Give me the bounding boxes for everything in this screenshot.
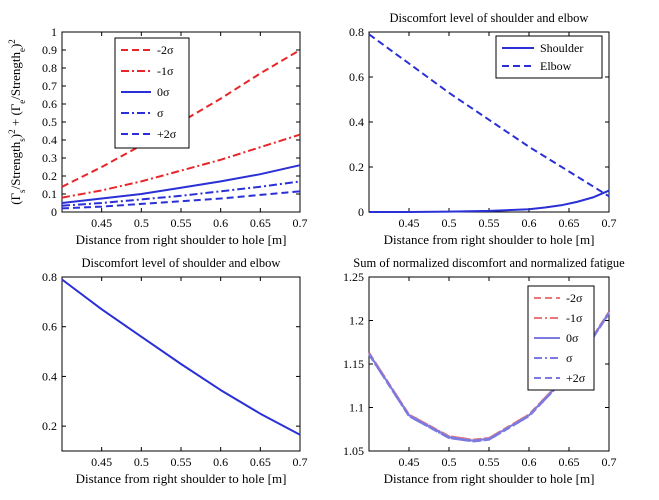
y-tick-label: 1.15: [343, 357, 364, 371]
series-line-+2: [61, 190, 301, 210]
y-tick-label: 0.5: [42, 115, 57, 129]
y-tick-label: 0.4: [42, 369, 57, 383]
ylabel-part: 2: [7, 129, 17, 134]
x-axis-label: Distance from right shoulder to hole [m]: [76, 471, 287, 486]
x-axis-label: Distance from right shoulder to hole [m]: [76, 232, 287, 247]
x-tick-label: 0.5: [442, 216, 457, 230]
series-line-Shoulder: [369, 189, 610, 213]
x-tick-label: 0.65: [559, 455, 580, 469]
x-axis-label: Distance from right shoulder to hole [m]: [384, 232, 595, 247]
x-tick-label: 0.65: [250, 216, 271, 230]
x-tick-label: 0.65: [559, 216, 580, 230]
chart-panel-4: 0.45 0.5 0.55 0.6 0.65 0.7 1.05 1.1 1.15 1.2 1.25S…: [343, 256, 625, 486]
y-tick-label: 1.1: [349, 401, 364, 415]
x-tick-label: 0.55: [171, 455, 192, 469]
x-tick-label: 0.55: [479, 455, 500, 469]
x-tick-label: 0.55: [171, 216, 192, 230]
y-tick-label: 0: [51, 205, 57, 219]
ylabel-part: ): [8, 134, 23, 138]
y-axis-label-panel-1: (Γs/Strengths)2 + (Γe/Strengthe)2: [7, 39, 27, 205]
series-line-s3: [61, 180, 301, 207]
series-line-0: [61, 164, 301, 204]
chart-title: Discomfort level of shoulder and elbow: [82, 256, 281, 270]
ylabel-part: + (Γ: [8, 103, 23, 129]
legend-box: [495, 35, 603, 79]
ylabel-part: 2: [7, 39, 17, 44]
x-tick-label: 0.5: [442, 455, 457, 469]
legend-entry: σ: [566, 351, 573, 365]
legend-entry: 0σ: [157, 85, 170, 99]
x-tick-label: 0.5: [134, 455, 149, 469]
x-tick-label: 0.65: [250, 455, 271, 469]
legend: Shoulder Elbow: [495, 35, 603, 79]
ylabel-part: /Strength: [8, 141, 23, 189]
series-line--1: [61, 133, 301, 199]
y-tick-label: 0.4: [349, 115, 364, 129]
legend: -2σ -1σ 0σ σ +2σ: [527, 285, 595, 391]
legend-entry: +2σ: [157, 127, 177, 141]
x-axis-label: Distance from right shoulder to hole [m]: [384, 471, 595, 486]
legend-box: [527, 285, 595, 391]
y-tick-label: 0.6: [349, 70, 364, 84]
y-tick-label: 0.6: [42, 320, 57, 334]
y-tick-label: 0.1: [42, 187, 57, 201]
x-tick-label: 0.45: [91, 216, 112, 230]
ylabel-part: /Strength: [8, 52, 23, 100]
chart-title: Discomfort level of shoulder and elbow: [390, 11, 589, 25]
chart-panel-2: 0.45 0.5 0.55 0.6 0.65 0.7 0 0.2 0.4 0.6 0.8 Discom…: [349, 11, 617, 247]
legend-entry: -2σ: [566, 291, 583, 305]
y-tick-label: 0.2: [42, 419, 57, 433]
legend-entry: +2σ: [566, 371, 586, 385]
x-tick-label: 0.45: [399, 216, 420, 230]
y-tick-label: 0.2: [42, 169, 57, 183]
ylabel-part: (Γ: [8, 192, 23, 204]
legend-entry: -2σ: [157, 43, 174, 57]
legend-entry: Shoulder: [540, 41, 583, 55]
y-tick-label: 1.05: [343, 444, 364, 458]
chart-panel-3: 0.45 0.5 0.55 0.6 0.65 0.7 0.2 0.4 0.6 0.8 Discomf…: [42, 256, 308, 486]
y-tick-label: 0.8: [349, 25, 364, 39]
x-tick-label: 0.7: [293, 216, 308, 230]
y-tick-label: 0.7: [42, 79, 57, 93]
ylabel-part: e: [17, 48, 27, 52]
x-tick-label: 0.45: [399, 455, 420, 469]
series-line-Elbow: [368, 33, 610, 198]
x-tick-label: 0.55: [479, 216, 500, 230]
x-tick-label: 0.7: [602, 216, 617, 230]
legend-entry: -1σ: [566, 311, 583, 325]
legend-entry: -1σ: [157, 64, 174, 78]
y-tick-label: 0.9: [42, 43, 57, 57]
ylabel-part: s: [17, 138, 27, 142]
chart-title: Sum of normalized discomfort and normali…: [353, 256, 625, 270]
y-tick-label: 0: [358, 205, 364, 219]
y-tick-label: 1: [51, 25, 57, 39]
y-tick-label: 1.25: [343, 270, 364, 284]
series-line-s0: [61, 278, 301, 436]
x-tick-label: 0.6: [522, 455, 537, 469]
legend: -2σ -1σ 0σ σ +2σ: [114, 37, 190, 149]
y-tick-label: 0.4: [42, 133, 57, 147]
x-tick-label: 0.6: [522, 216, 537, 230]
y-tick-label: 0.2: [349, 160, 364, 174]
legend-entry: σ: [157, 106, 164, 120]
legend-entry: Elbow: [540, 59, 572, 73]
ylabel-part: s: [17, 189, 27, 193]
legend-entry: 0σ: [566, 331, 579, 345]
x-tick-label: 0.45: [91, 455, 112, 469]
chart-panel-1: 0.45 0.5 0.55 0.6 0.65 0.7 0 0.1 0.2 0.3 0.4 0.5 0.6…: [42, 25, 308, 247]
y-tick-label: 0.8: [42, 270, 57, 284]
y-tick-label: 0.3: [42, 151, 57, 165]
x-tick-label: 0.6: [213, 216, 228, 230]
x-tick-label: 0.6: [213, 455, 228, 469]
ylabel-part: e: [17, 100, 27, 104]
x-tick-label: 0.7: [293, 455, 308, 469]
y-tick-label: 0.6: [42, 97, 57, 111]
y-tick-label: 1.2: [349, 314, 364, 328]
y-tick-label: 0.8: [42, 61, 57, 75]
x-tick-label: 0.5: [134, 216, 149, 230]
ylabel-part: ): [8, 44, 23, 48]
x-tick-label: 0.7: [602, 455, 617, 469]
